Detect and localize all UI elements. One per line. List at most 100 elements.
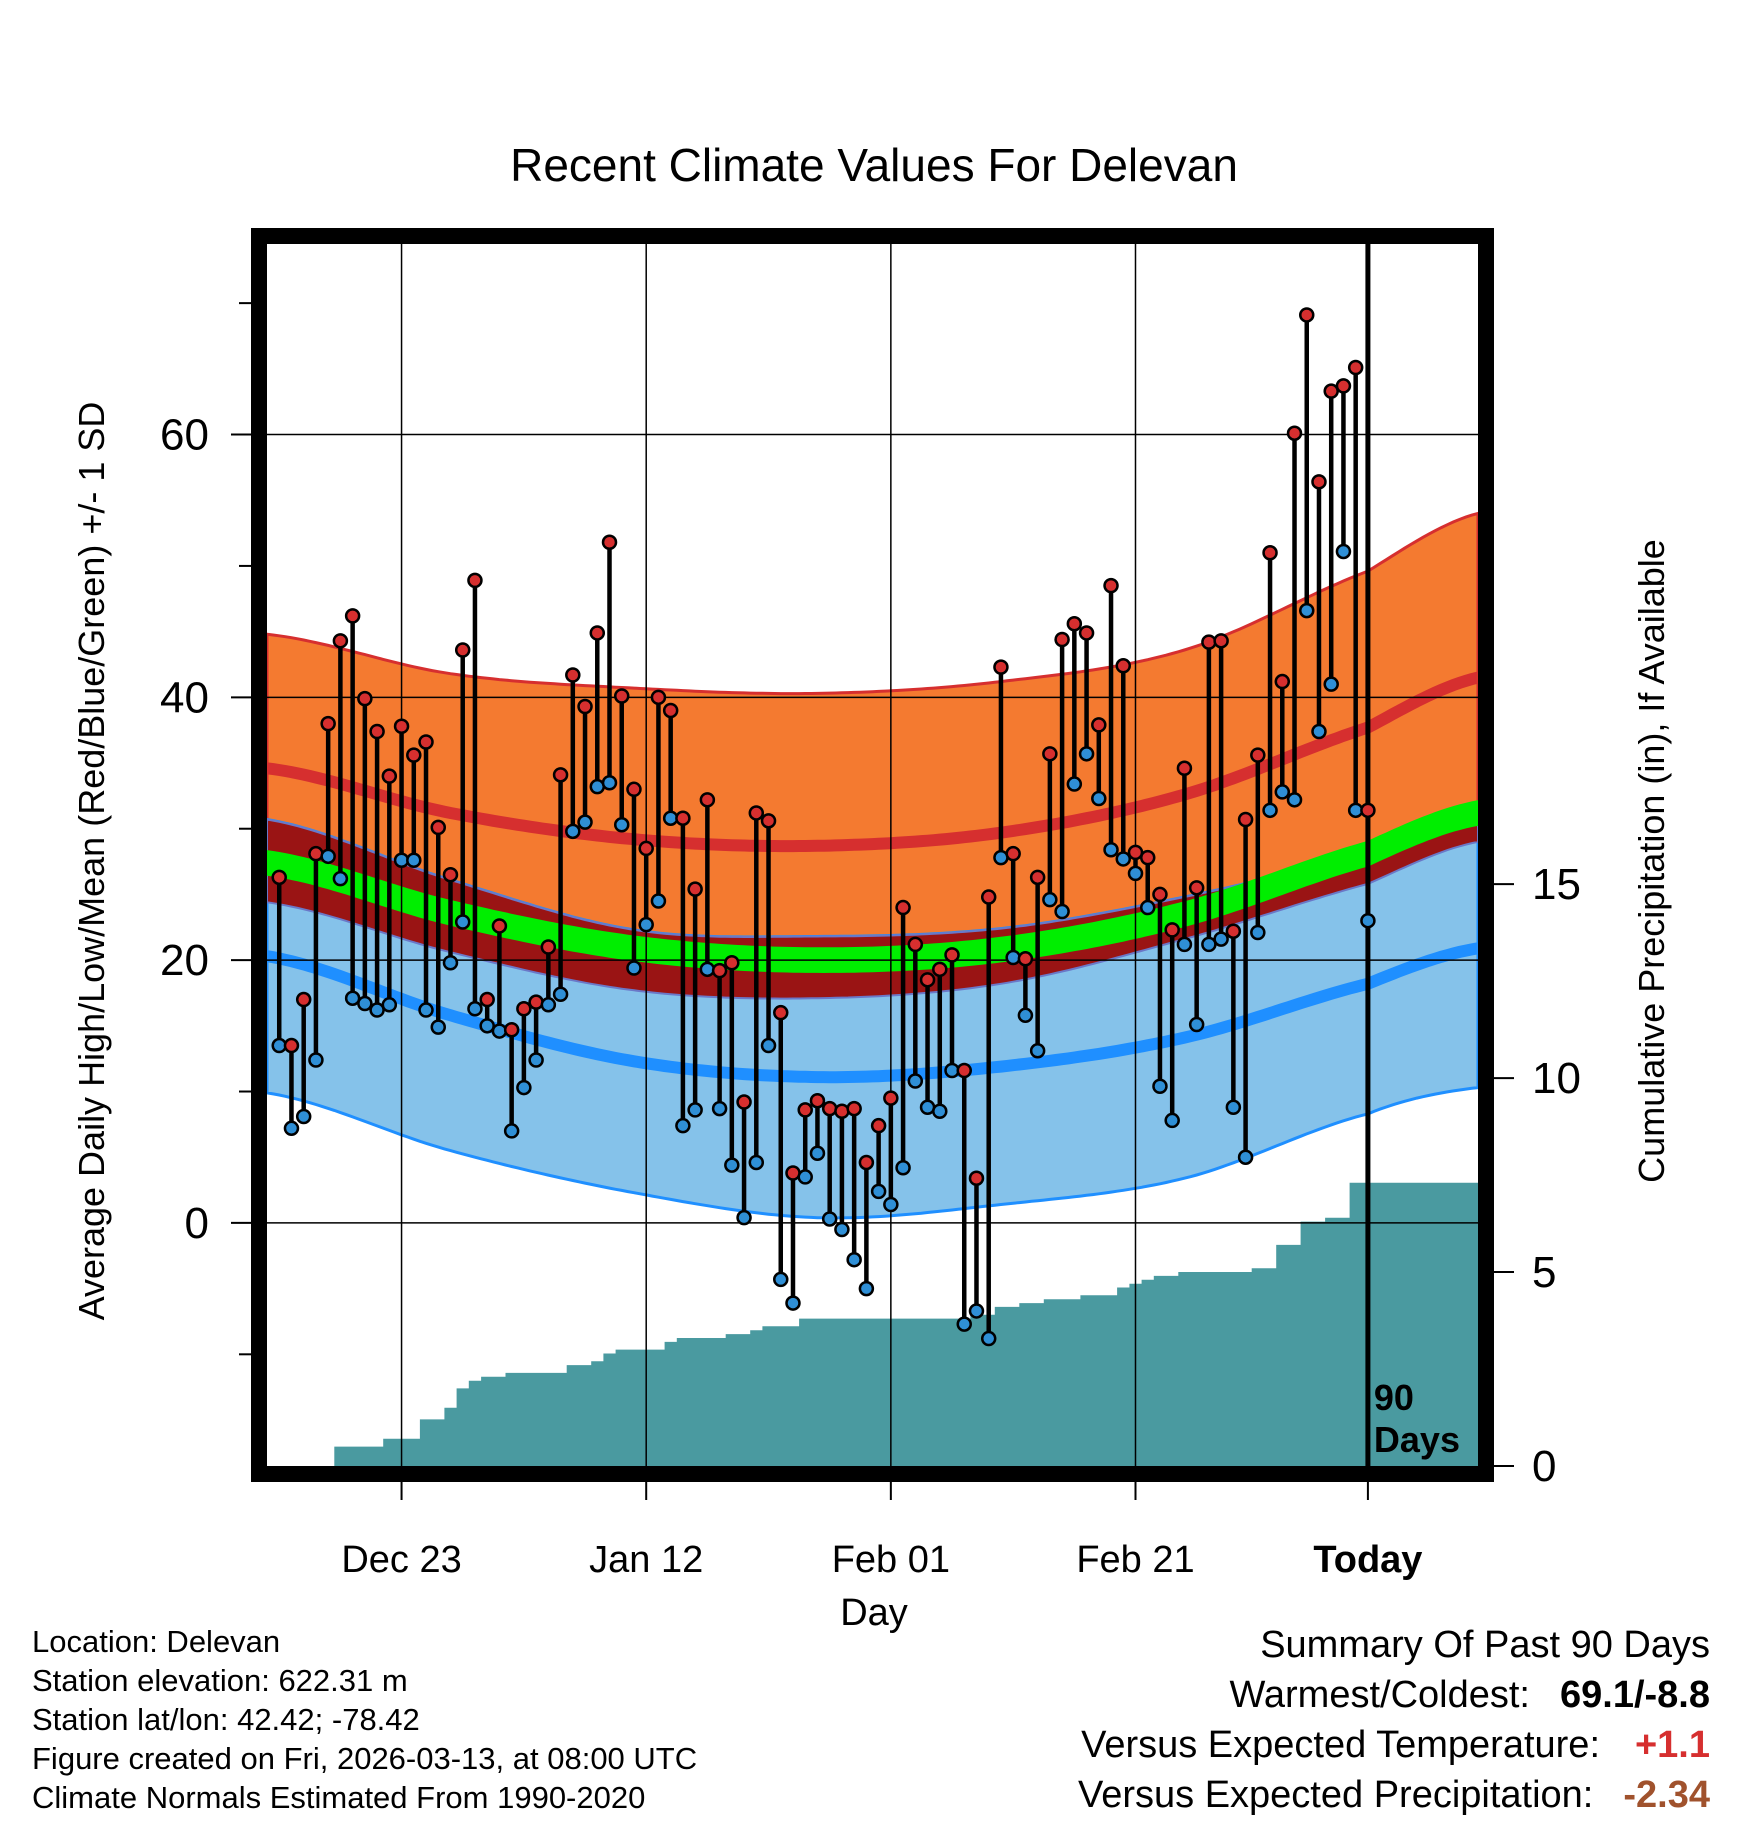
daily-high-point bbox=[858, 1154, 875, 1171]
daily-high-point bbox=[1029, 869, 1046, 886]
days-label-bottom: Days bbox=[1374, 1419, 1460, 1460]
daily-high-point bbox=[980, 889, 997, 905]
y2-tick-label: 0 bbox=[1532, 1442, 1556, 1491]
y-tick-label: 40 bbox=[160, 673, 209, 722]
daily-low-point bbox=[858, 1280, 875, 1297]
daily-high-point bbox=[503, 1022, 520, 1038]
daily-high-point bbox=[577, 698, 593, 715]
daily-low-point bbox=[638, 916, 654, 933]
daily-low-point bbox=[699, 961, 716, 978]
daily-low-point bbox=[308, 1052, 324, 1068]
daily-high-point bbox=[430, 819, 447, 836]
daily-low-point bbox=[1005, 949, 1021, 966]
daily-low-point bbox=[1250, 924, 1266, 941]
daily-low-point bbox=[1188, 1016, 1205, 1033]
y2-tick-label: 15 bbox=[1532, 860, 1581, 909]
daily-high-point bbox=[883, 1090, 899, 1106]
daily-high-point bbox=[1250, 747, 1266, 763]
daily-high-point bbox=[601, 534, 618, 551]
daily-low-point bbox=[907, 1073, 924, 1089]
summary-temp-row: Versus Expected Temperature: +1.1 bbox=[1078, 1720, 1710, 1770]
daily-high-point bbox=[626, 781, 642, 798]
daily-low-point bbox=[1029, 1043, 1046, 1059]
daily-high-point bbox=[1066, 615, 1083, 632]
daily-low-point bbox=[821, 1211, 838, 1227]
daily-low-point bbox=[724, 1157, 740, 1173]
x-tick-label: Feb 21 bbox=[1076, 1539, 1194, 1581]
daily-low-point bbox=[1311, 723, 1327, 740]
daily-high-point bbox=[369, 723, 385, 740]
daily-high-point bbox=[1164, 922, 1180, 938]
daily-high-point bbox=[932, 961, 948, 978]
daily-high-point bbox=[1213, 633, 1229, 649]
daily-high-point bbox=[1298, 307, 1315, 323]
info-created: Figure created on Fri, 2026-03-13, at 08… bbox=[32, 1741, 698, 1776]
daily-high-point bbox=[283, 1037, 300, 1054]
daily-high-point bbox=[406, 747, 422, 763]
y2-tick-label: 10 bbox=[1532, 1054, 1581, 1103]
daily-low-point bbox=[675, 1117, 691, 1134]
daily-high-point bbox=[454, 642, 471, 658]
daily-low-point bbox=[1201, 936, 1217, 953]
daily-low-point bbox=[1078, 746, 1095, 762]
daily-high-point bbox=[1115, 658, 1132, 674]
chart-title: Recent Climate Values For Delevan bbox=[510, 139, 1238, 191]
daily-low-point bbox=[650, 893, 667, 909]
daily-high-point bbox=[479, 991, 495, 1008]
y2-axis-label: Cumulative Precipitation (in), If Availa… bbox=[1631, 539, 1672, 1183]
daily-low-point bbox=[601, 774, 618, 791]
daily-high-point bbox=[711, 962, 728, 979]
daily-high-point bbox=[846, 1100, 862, 1117]
daily-low-point bbox=[1103, 841, 1119, 858]
daily-high-point bbox=[773, 1004, 789, 1021]
daily-high-point bbox=[357, 690, 373, 707]
daily-low-point bbox=[344, 990, 361, 1006]
x-tick-label: Today bbox=[1313, 1539, 1422, 1581]
daily-low-point bbox=[809, 1145, 826, 1162]
daily-low-point bbox=[626, 960, 642, 976]
daily-low-point bbox=[613, 817, 630, 833]
daily-high-point bbox=[1139, 849, 1156, 866]
daily-high-point bbox=[1237, 811, 1254, 828]
daily-high-point bbox=[956, 1062, 972, 1079]
x-tick-label: Jan 12 bbox=[589, 1539, 703, 1581]
daily-high-point bbox=[332, 633, 349, 649]
daily-high-point bbox=[870, 1117, 887, 1134]
daily-low-point bbox=[785, 1295, 801, 1311]
x-axis-label: Day bbox=[840, 1592, 908, 1634]
daily-high-point bbox=[393, 718, 410, 734]
daily-low-point bbox=[883, 1196, 899, 1213]
plot-frame bbox=[251, 228, 1494, 1482]
normal-mean-band bbox=[267, 800, 1478, 974]
daily-low-point bbox=[1213, 931, 1229, 947]
info-location: Location: Delevan bbox=[32, 1624, 281, 1659]
daily-low-point bbox=[357, 995, 373, 1012]
daily-high-point bbox=[1005, 845, 1021, 862]
daily-low-point bbox=[1274, 784, 1291, 800]
daily-high-point bbox=[613, 688, 630, 704]
daily-high-point bbox=[993, 659, 1009, 675]
daily-low-point bbox=[711, 1100, 728, 1117]
daily-high-point bbox=[760, 813, 777, 829]
daily-low-point bbox=[932, 1103, 948, 1119]
daily-low-point bbox=[1152, 1078, 1168, 1095]
daily-high-point bbox=[724, 954, 740, 971]
daily-high-point bbox=[687, 881, 703, 897]
x-tick-label: Feb 01 bbox=[832, 1539, 950, 1581]
normal-high-line bbox=[267, 671, 1478, 853]
summary-warmest-row: Warmest/Coldest: 69.1/-8.8 bbox=[1078, 1670, 1710, 1720]
plot-area bbox=[267, 244, 1478, 1466]
daily-low-point bbox=[773, 1271, 789, 1288]
daily-low-point bbox=[454, 914, 471, 930]
daily-low-point bbox=[516, 1079, 532, 1096]
daily-low-point bbox=[442, 954, 459, 971]
daily-low-point bbox=[577, 814, 593, 830]
daily-high-point bbox=[797, 1102, 813, 1118]
daily-low-point bbox=[1054, 903, 1070, 920]
daily-low-point bbox=[870, 1183, 887, 1200]
daily-high-point bbox=[540, 939, 557, 955]
daily-high-point bbox=[320, 715, 336, 732]
x-tick-label: Dec 23 bbox=[341, 1539, 461, 1581]
summary-warmest-value: 69.1/-8.8 bbox=[1560, 1674, 1710, 1716]
daily-low-point bbox=[846, 1251, 862, 1268]
